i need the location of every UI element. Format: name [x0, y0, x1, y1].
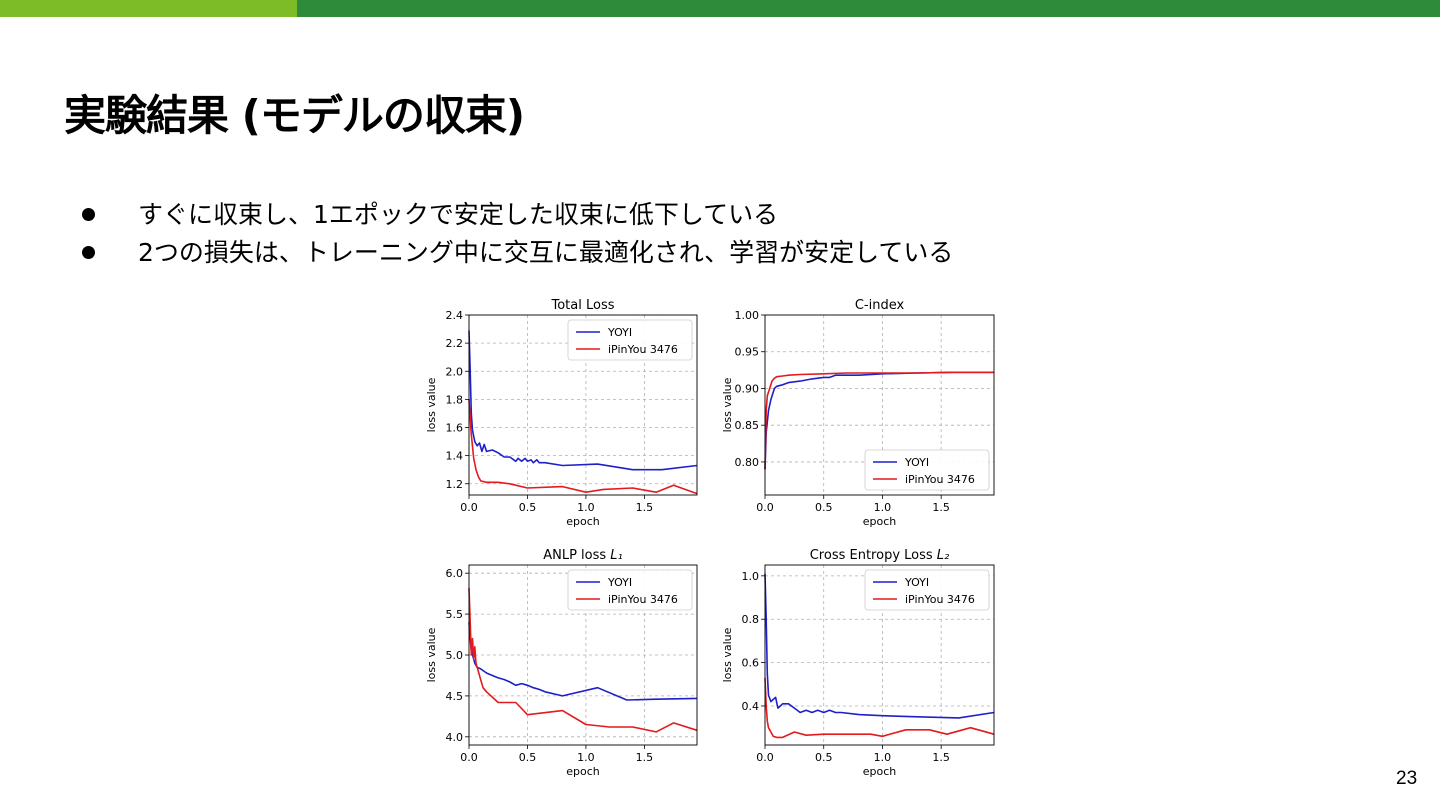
y-tick-label: 0.90	[735, 382, 760, 395]
y-tick-label: 0.80	[735, 456, 760, 469]
x-axis-label: epoch	[566, 765, 600, 778]
x-tick-label: 1.5	[932, 751, 950, 764]
y-tick-label: 2.0	[446, 365, 464, 378]
legend-label: iPinYou 3476	[905, 593, 975, 606]
axes-frame	[764, 314, 995, 496]
x-tick-label: 1.0	[577, 501, 595, 514]
y-tick-label: 4.5	[446, 690, 464, 703]
chart-title-math: L₁	[610, 548, 622, 563]
bullet-item: 2つの損失は、トレーニング中に交互に最適化され、学習が安定している	[82, 234, 953, 272]
y-axis-label: loss value	[721, 377, 734, 432]
chart-panel: 0.0 0.5 1.0 1.5 0.4 0.6 0.8 1.0 Cross Entropy Lo…	[721, 548, 995, 778]
slide-accent-bar	[0, 0, 1440, 17]
x-tick-label: 0.5	[519, 751, 537, 764]
x-tick-label: 0.0	[756, 751, 774, 764]
x-axis-label: epoch	[863, 515, 897, 528]
y-tick-label: 0.85	[735, 419, 760, 432]
legend-label: iPinYou 3476	[608, 343, 678, 356]
y-axis-label: loss value	[425, 377, 438, 432]
chart-title-math: L₂	[937, 548, 949, 563]
chart-title: Total Loss	[550, 298, 614, 313]
y-tick-label: 5.5	[446, 608, 464, 621]
y-tick-label: 4.0	[446, 731, 464, 744]
legend-label: iPinYou 3476	[905, 473, 975, 486]
y-tick-label: 1.8	[446, 393, 464, 406]
x-tick-label: 1.5	[932, 501, 950, 514]
legend-label: YOYI	[904, 576, 929, 589]
x-tick-label: 0.0	[756, 501, 774, 514]
y-tick-label: 0.8	[742, 613, 760, 626]
y-tick-label: 6.0	[446, 567, 464, 580]
bullet-dot	[82, 208, 95, 221]
y-tick-label: 0.6	[742, 657, 760, 670]
y-tick-label: 1.6	[446, 422, 464, 435]
y-axis-label: loss value	[721, 627, 734, 682]
legend-label: YOYI	[904, 456, 929, 469]
accent-bar-dark	[297, 0, 1440, 17]
x-tick-label: 0.0	[460, 751, 478, 764]
y-tick-label: 1.2	[446, 478, 464, 491]
page-number: 23	[1396, 768, 1418, 789]
chart-title: Cross Entropy Loss L₂	[810, 548, 950, 563]
legend-label: YOYI	[607, 576, 632, 589]
legend-box	[864, 569, 990, 611]
x-tick-label: 1.0	[577, 751, 595, 764]
series-line	[764, 677, 995, 739]
legend-box	[864, 449, 990, 491]
legend-box	[567, 319, 693, 361]
y-tick-label: 1.4	[446, 450, 464, 463]
x-tick-label: 1.0	[874, 751, 892, 764]
legend-label: YOYI	[607, 326, 632, 339]
bullet-dot	[82, 246, 95, 259]
chart-panel: 0.0 0.5 1.0 1.5 1.2 1.4 1.6 1.8 2.0 2.2 2.4 Total L…	[425, 298, 698, 528]
axes-frame	[764, 564, 995, 746]
y-tick-label: 5.0	[446, 649, 464, 662]
x-tick-label: 1.5	[636, 501, 654, 514]
chart-title-text: Cross Entropy Loss	[810, 548, 937, 563]
y-tick-label: 0.4	[742, 700, 760, 713]
x-tick-label: 0.5	[815, 751, 833, 764]
y-axis-label: loss value	[425, 627, 438, 682]
chart-panel: 0.0 0.5 1.0 1.5 4.0 4.5 5.0 5.5 6.0 ANLP loss L₁ e…	[425, 548, 698, 778]
bullet-text: 2つの損失は、トレーニング中に交互に最適化され、学習が安定している	[138, 238, 954, 267]
axes-frame	[468, 314, 698, 496]
chart-title: ANLP loss L₁	[543, 548, 623, 563]
legend-label: iPinYou 3476	[608, 593, 678, 606]
bullet-list: すぐに収束し、1エポックで安定した収束に低下している 2つの損失は、トレーニング…	[82, 196, 953, 272]
chart-title-text: ANLP loss	[543, 548, 610, 563]
chart-panel: 0.0 0.5 1.0 1.5 0.80 0.85 0.90 0.95 1.00 C-index e…	[721, 298, 995, 528]
series-line	[764, 573, 995, 719]
x-tick-label: 0.0	[460, 501, 478, 514]
series-line	[764, 371, 994, 470]
chart-title-text: Total Loss	[550, 298, 614, 313]
bullet-text: すぐに収束し、1エポックで安定した収束に低下している	[138, 200, 779, 229]
x-tick-label: 1.0	[874, 501, 892, 514]
x-tick-label: 1.5	[636, 751, 654, 764]
series-line	[468, 587, 698, 733]
series-line	[468, 399, 698, 495]
y-tick-label: 2.2	[446, 337, 464, 350]
convergence-figure: 0.0 0.5 1.0 1.5 1.2 1.4 1.6 1.8 2.0 2.2 2.4 Total L…	[425, 298, 995, 778]
x-axis-label: epoch	[863, 765, 897, 778]
x-tick-label: 0.5	[519, 501, 537, 514]
bullet-item: すぐに収束し、1エポックで安定した収束に低下している	[82, 196, 953, 234]
accent-bar-light	[0, 0, 297, 17]
x-axis-label: epoch	[566, 515, 600, 528]
y-tick-label: 1.00	[735, 309, 760, 322]
series-line	[468, 622, 698, 701]
legend-box	[567, 569, 693, 611]
series-line	[468, 330, 698, 471]
x-tick-label: 0.5	[815, 501, 833, 514]
chart-title: C-index	[855, 298, 905, 313]
y-tick-label: 1.0	[742, 570, 760, 583]
y-tick-label: 2.4	[446, 309, 464, 322]
slide-title: 実験結果 (モデルの収束)	[64, 91, 525, 140]
y-tick-label: 0.95	[735, 346, 760, 359]
chart-title-text: C-index	[855, 298, 905, 313]
